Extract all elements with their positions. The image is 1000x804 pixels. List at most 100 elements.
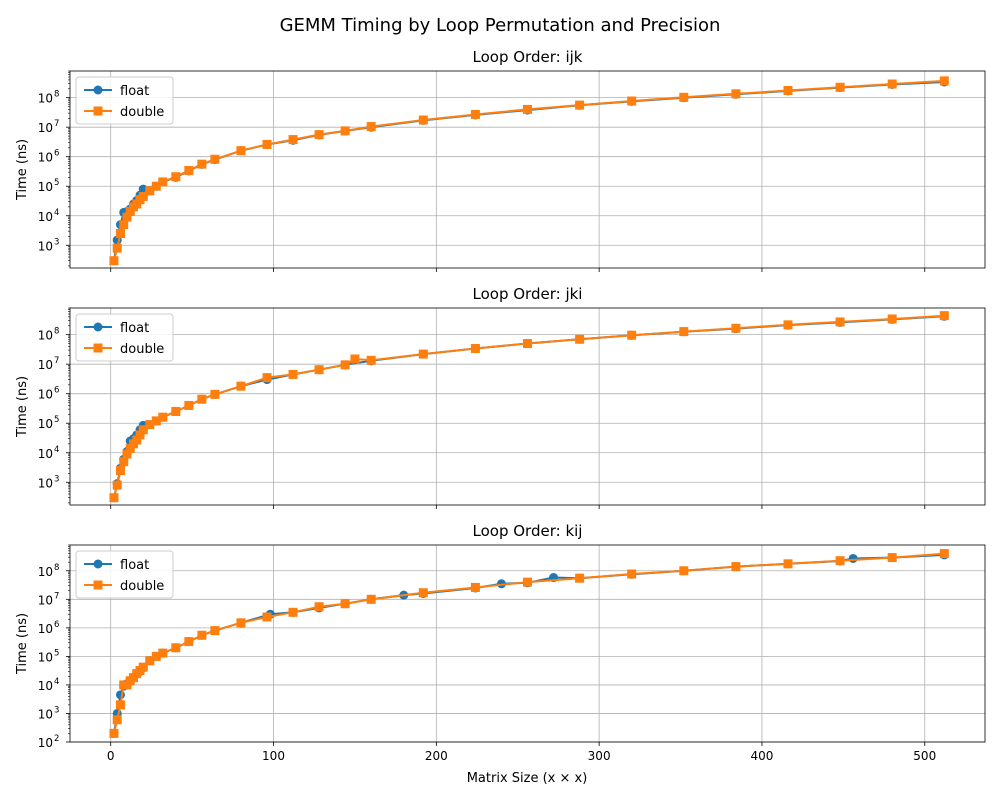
series-double [109, 76, 949, 266]
y-tick-label: 10 [38, 650, 53, 664]
data-point-double [145, 656, 155, 666]
y-tick-label: 10 [38, 593, 53, 607]
data-point-double [939, 549, 949, 559]
axes-frame [69, 544, 986, 743]
axes-frame [69, 70, 986, 269]
data-point-double [151, 181, 161, 191]
data-point-double [125, 443, 135, 453]
data-point-double [119, 457, 129, 467]
data-point-double [835, 82, 845, 92]
subplot-title: Loop Order: jki [473, 285, 583, 303]
data-point-double [112, 243, 122, 253]
x-tick-label: 300 [588, 749, 611, 763]
data-point-double [109, 256, 119, 266]
figure-suptitle: GEMM Timing by Loop Permutation and Prec… [280, 15, 721, 36]
data-point-double [109, 728, 119, 738]
data-point-double [887, 553, 897, 563]
legend-marker-double [93, 343, 103, 353]
y-tick-exponent: 7 [54, 591, 59, 601]
data-point-double [125, 206, 135, 216]
data-point-double [171, 172, 181, 182]
data-point-double [627, 330, 637, 340]
data-point-double [731, 562, 741, 572]
legend-marker-float [93, 85, 103, 95]
x-tick-label: 400 [750, 749, 773, 763]
data-point-double [523, 339, 532, 349]
data-point-double [340, 126, 350, 136]
data-point-double [523, 577, 532, 587]
y-tick-exponent: 3 [54, 237, 59, 247]
legend-label-double: double [120, 579, 164, 594]
data-point-double [939, 76, 949, 86]
y-tick-exponent: 2 [54, 734, 59, 744]
y-axis-label: Time (ns) [15, 139, 30, 201]
data-point-double [418, 115, 428, 125]
series-double [109, 549, 949, 738]
y-tick-exponent: 4 [54, 445, 59, 455]
data-point-double [210, 626, 220, 636]
y-tick-label: 10 [38, 180, 53, 194]
series-double [109, 311, 949, 503]
data-point-double [119, 220, 129, 230]
data-point-double [122, 449, 132, 459]
data-point-double [418, 349, 428, 359]
data-point-double [835, 556, 845, 566]
data-point-double [262, 612, 272, 622]
data-point-double [132, 435, 142, 445]
data-point-double [135, 430, 145, 440]
data-point-double [679, 92, 689, 102]
y-tick-label: 10 [38, 151, 53, 165]
data-point-double [145, 186, 155, 196]
data-point-double [138, 425, 148, 435]
x-tick-label: 200 [425, 749, 448, 763]
y-tick-label: 10 [38, 476, 53, 490]
data-point-double [210, 389, 220, 399]
data-point-double [109, 493, 119, 503]
data-point-double [197, 159, 207, 169]
data-point-double [236, 146, 246, 156]
y-tick-label: 10 [38, 210, 53, 224]
y-tick-label: 10 [38, 417, 53, 431]
data-point-double [184, 637, 194, 647]
data-point-double [138, 662, 148, 672]
data-point-double [627, 96, 637, 106]
data-point-double [350, 354, 360, 364]
data-point-double [288, 135, 298, 145]
data-point-double [112, 715, 122, 725]
data-point-double [171, 406, 181, 416]
data-point-double [151, 416, 161, 426]
data-point-double [731, 323, 741, 333]
data-point-double [470, 582, 480, 592]
y-tick-label: 10 [38, 679, 53, 693]
y-tick-exponent: 4 [54, 208, 59, 218]
y-tick-label: 10 [38, 358, 53, 372]
y-tick-label: 10 [38, 239, 53, 253]
data-point-double [366, 594, 376, 604]
data-point-double [262, 139, 272, 149]
legend-label-double: double [120, 105, 164, 120]
data-point-double [679, 566, 689, 576]
data-point-double [151, 651, 161, 661]
legend-label-float: float [120, 558, 149, 573]
data-point-double [197, 394, 207, 404]
data-point-double [340, 360, 350, 370]
y-tick-label: 10 [38, 736, 53, 750]
data-point-double [314, 365, 324, 375]
x-tick-label: 500 [913, 749, 936, 763]
legend: float double [75, 313, 174, 362]
y-tick-exponent: 5 [54, 178, 59, 188]
data-point-double [158, 177, 168, 187]
data-point-double [783, 85, 793, 95]
y-tick-exponent: 8 [54, 327, 59, 337]
data-point-double [783, 320, 793, 330]
data-point-double [122, 212, 132, 222]
legend-marker-double [93, 106, 103, 116]
data-point-double [112, 480, 122, 490]
data-point-double [184, 400, 194, 410]
legend: float double [75, 550, 174, 599]
subplot-title: Loop Order: ijk [473, 48, 583, 66]
